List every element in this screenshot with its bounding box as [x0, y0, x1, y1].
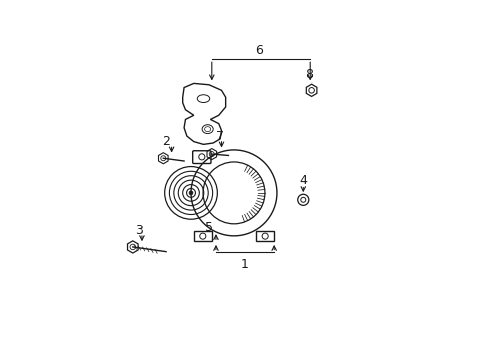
Text: 1: 1	[240, 258, 248, 271]
Bar	[256, 231, 274, 242]
Bar	[193, 231, 211, 242]
Circle shape	[189, 191, 193, 195]
Text: 5: 5	[204, 221, 213, 234]
Text: 4: 4	[299, 174, 306, 187]
Text: 3: 3	[135, 224, 143, 237]
Text: 6: 6	[254, 44, 263, 57]
Text: 2: 2	[162, 135, 170, 148]
Text: 8: 8	[305, 68, 313, 81]
Text: 7: 7	[215, 130, 223, 143]
